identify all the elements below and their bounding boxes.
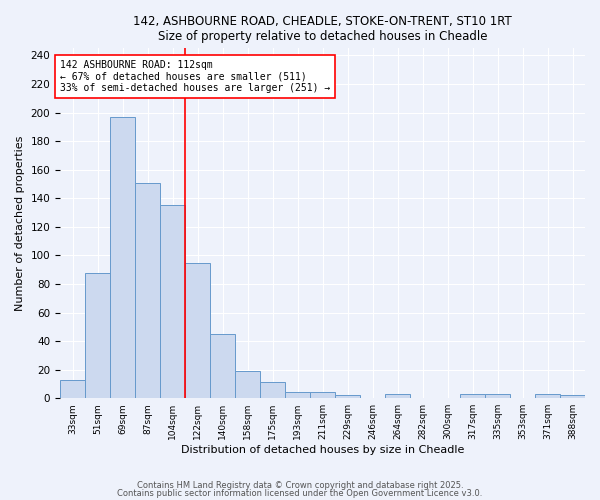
Bar (385, 394, 410, 398)
Bar (285, 392, 310, 398)
Bar (135, 182, 160, 398)
Bar (535, 394, 560, 398)
Bar (60, 380, 85, 398)
Bar (335, 396, 360, 398)
Bar (460, 394, 485, 398)
X-axis label: Distribution of detached houses by size in Cheadle: Distribution of detached houses by size … (181, 445, 464, 455)
Bar (310, 392, 335, 398)
Bar (185, 262, 210, 398)
Y-axis label: Number of detached properties: Number of detached properties (15, 136, 25, 311)
Bar (260, 382, 285, 398)
Text: Contains HM Land Registry data © Crown copyright and database right 2025.: Contains HM Land Registry data © Crown c… (137, 480, 463, 490)
Text: Contains public sector information licensed under the Open Government Licence v3: Contains public sector information licen… (118, 489, 482, 498)
Bar (235, 371, 260, 398)
Bar (110, 117, 135, 398)
Text: 142 ASHBOURNE ROAD: 112sqm
← 67% of detached houses are smaller (511)
33% of sem: 142 ASHBOURNE ROAD: 112sqm ← 67% of deta… (60, 60, 330, 93)
Title: 142, ASHBOURNE ROAD, CHEADLE, STOKE-ON-TRENT, ST10 1RT
Size of property relative: 142, ASHBOURNE ROAD, CHEADLE, STOKE-ON-T… (133, 15, 512, 43)
Bar (85, 272, 110, 398)
Bar (160, 206, 185, 398)
Bar (210, 334, 235, 398)
Bar (485, 394, 510, 398)
Bar (560, 396, 585, 398)
